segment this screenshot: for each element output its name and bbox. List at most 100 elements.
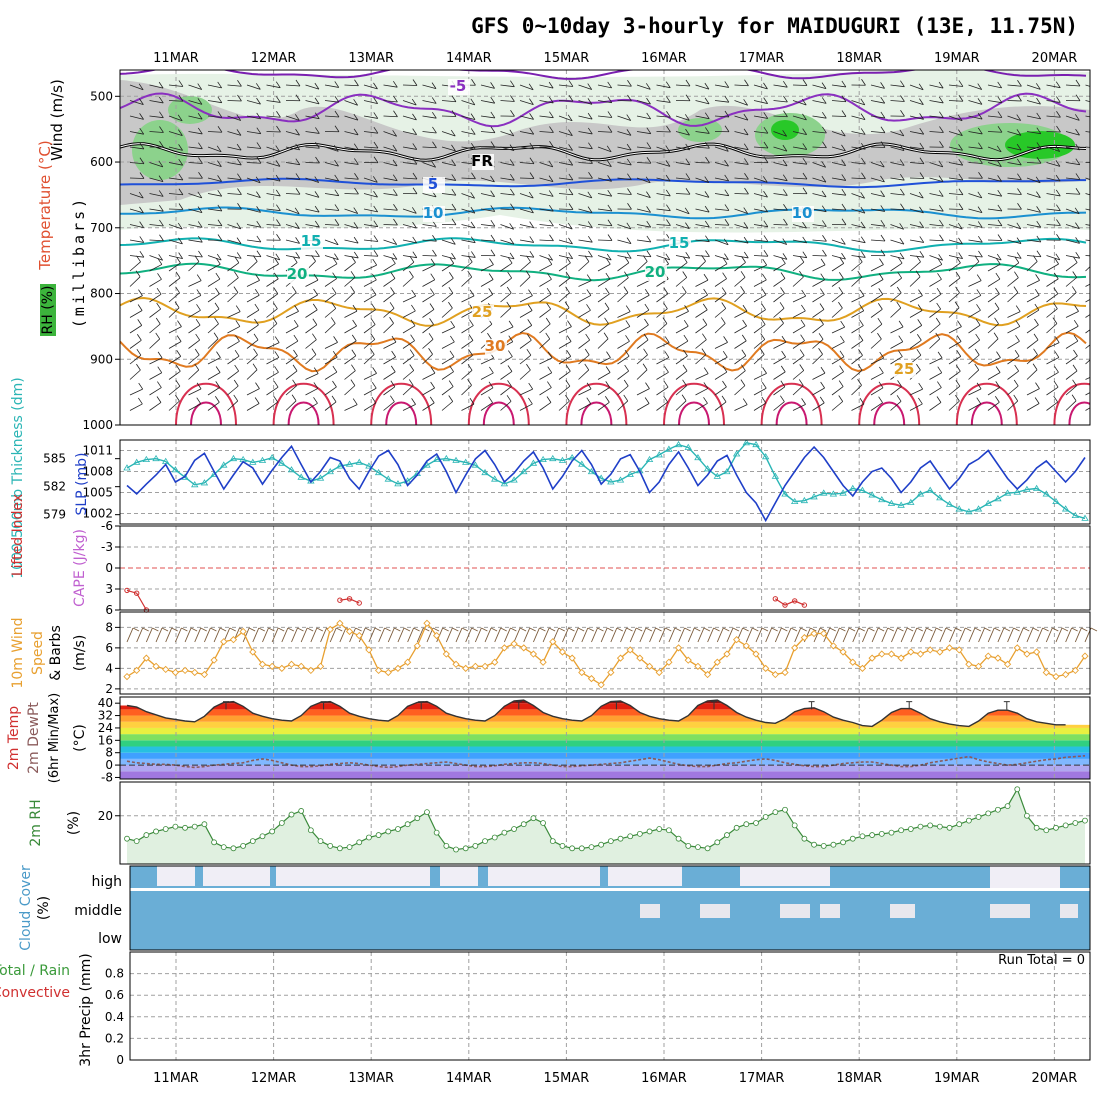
wind-barb: [149, 338, 161, 349]
surface-wind-barb: [997, 627, 1005, 643]
thickness-point: [229, 454, 238, 462]
cloud-clear-middle: [990, 904, 1030, 918]
wind-barb: [519, 115, 534, 120]
wind-barb-flag: [607, 96, 613, 103]
wind-speed-point: [384, 668, 392, 677]
wind-barb: [344, 385, 356, 396]
wind-barb: [831, 263, 844, 272]
wind-speed-point: [916, 650, 925, 658]
wind-barb-flag: [997, 160, 1002, 167]
wind-barb-flag: [897, 256, 903, 264]
wind-barb: [168, 131, 183, 136]
wind-barb-flag: [978, 172, 983, 179]
wind-barb-flag: [997, 96, 1003, 103]
wind-barb-flag: [197, 206, 203, 213]
wind-barb: [1065, 370, 1078, 380]
wind-barb-flag: [878, 273, 884, 280]
wind-barb-flag: [994, 302, 1000, 310]
wind-speed-point: [1013, 644, 1021, 652]
wind-barb: [909, 325, 922, 334]
wind-barb: [1065, 292, 1077, 303]
wind-barb: [188, 100, 203, 105]
wind-barb-flag: [916, 255, 921, 263]
surface-wind-barb-flag: [161, 627, 169, 632]
thickness-point: [345, 460, 354, 467]
wind-barb: [207, 208, 222, 212]
wind-barb: [344, 177, 359, 180]
wind-barb: [714, 386, 727, 396]
wind-barb: [656, 146, 670, 152]
wind-barb-flag: [627, 79, 632, 87]
y-tick-label: 582: [43, 480, 66, 494]
wind-barb: [773, 255, 788, 260]
wind-barb-flag: [1056, 110, 1061, 118]
wind-barb-flag: [412, 187, 418, 194]
wind-barb: [227, 262, 240, 272]
wind-barb-flag: [214, 302, 220, 310]
wind-barb-flag: [587, 191, 593, 199]
thickness-point: [258, 456, 267, 463]
wind-barb-flag: [506, 286, 512, 294]
wind-barb: [305, 224, 320, 228]
rh2m-point: [714, 839, 721, 846]
wind-barb-flag: [510, 203, 515, 210]
wind-barb: [519, 339, 532, 349]
wind-barb: [305, 146, 320, 149]
wind-barb-flag: [136, 334, 142, 341]
wind-barb-flag: [468, 334, 474, 341]
wind-barb-flag: [880, 82, 885, 89]
wind-barb-flag: [1036, 191, 1041, 198]
wind-speed-point: [703, 670, 712, 679]
wind-barb: [519, 162, 534, 165]
y-tick-label: 579: [43, 508, 66, 522]
wind-barb: [753, 354, 765, 365]
wind-barb-flag: [178, 129, 183, 136]
wind-barb-flag: [548, 81, 554, 89]
wind-barb: [734, 224, 749, 229]
wind-barb-flag: [314, 205, 320, 213]
wind-barb: [480, 177, 495, 183]
surface-wind-barb-flag: [935, 627, 943, 632]
precip-total-label: Total / Rain: [0, 963, 70, 979]
wind-barb: [831, 162, 846, 167]
wind-barb: [851, 239, 866, 244]
wind-barb: [285, 193, 301, 195]
wind-barb-flag: [1075, 158, 1081, 165]
surface-wind-barb: [1036, 627, 1044, 643]
wind-barb-flag: [198, 142, 203, 149]
y-tick-label: 0.4: [105, 1010, 124, 1024]
wind-barb-flag: [176, 350, 182, 357]
wind-barb: [461, 208, 476, 214]
wind-barb-flag: [1071, 286, 1077, 293]
cloud-block-high: [600, 866, 608, 886]
surface-wind-barb: [668, 627, 676, 643]
wind-barb: [207, 293, 220, 303]
wind-barb-flag: [509, 237, 515, 245]
thickness-point: [336, 462, 344, 469]
wind-barb-flag: [1075, 79, 1081, 87]
wind-barb: [734, 340, 747, 349]
surface-wind-barb-flag: [1061, 627, 1069, 632]
wind-barb: [695, 115, 710, 120]
surface-wind-barb-flag: [452, 627, 459, 632]
wind-barb: [363, 339, 375, 349]
wind-barb: [305, 100, 320, 105]
wind-barb-flag: [470, 98, 476, 106]
wind-barb: [929, 131, 944, 133]
rh2m-point: [153, 828, 159, 835]
wind-barb: [324, 386, 337, 396]
wind-barb-flag: [529, 98, 534, 105]
wind-barb: [831, 131, 846, 137]
wind-barb: [734, 404, 748, 411]
wind-barb-flag: [781, 335, 787, 343]
li-point: [772, 596, 779, 602]
wind-barb-flag: [1053, 380, 1059, 388]
wind-barb-flag: [605, 272, 611, 280]
wind-barb-flag: [275, 253, 281, 261]
wind-barb: [519, 295, 533, 303]
wind-barb-flag: [1016, 129, 1022, 136]
rh2m-point: [995, 806, 1001, 813]
wind-barb: [636, 369, 648, 380]
wind-barb-flag: [997, 175, 1002, 182]
